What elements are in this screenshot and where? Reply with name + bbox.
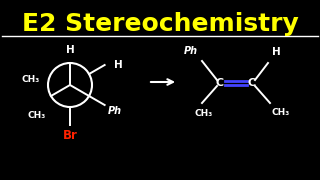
Text: H: H	[114, 60, 123, 70]
Text: H: H	[66, 45, 74, 55]
Text: H: H	[272, 47, 281, 57]
Text: Ph: Ph	[184, 46, 198, 56]
Text: CH₃: CH₃	[22, 75, 40, 84]
Text: E2 Stereochemistry: E2 Stereochemistry	[22, 12, 298, 36]
Text: Br: Br	[63, 129, 77, 142]
Text: CH₃: CH₃	[195, 109, 213, 118]
Text: Ph: Ph	[108, 107, 122, 116]
Text: C: C	[248, 78, 256, 88]
Text: CH₃: CH₃	[272, 108, 290, 117]
Text: CH₃: CH₃	[28, 111, 46, 120]
Text: C: C	[216, 78, 224, 88]
